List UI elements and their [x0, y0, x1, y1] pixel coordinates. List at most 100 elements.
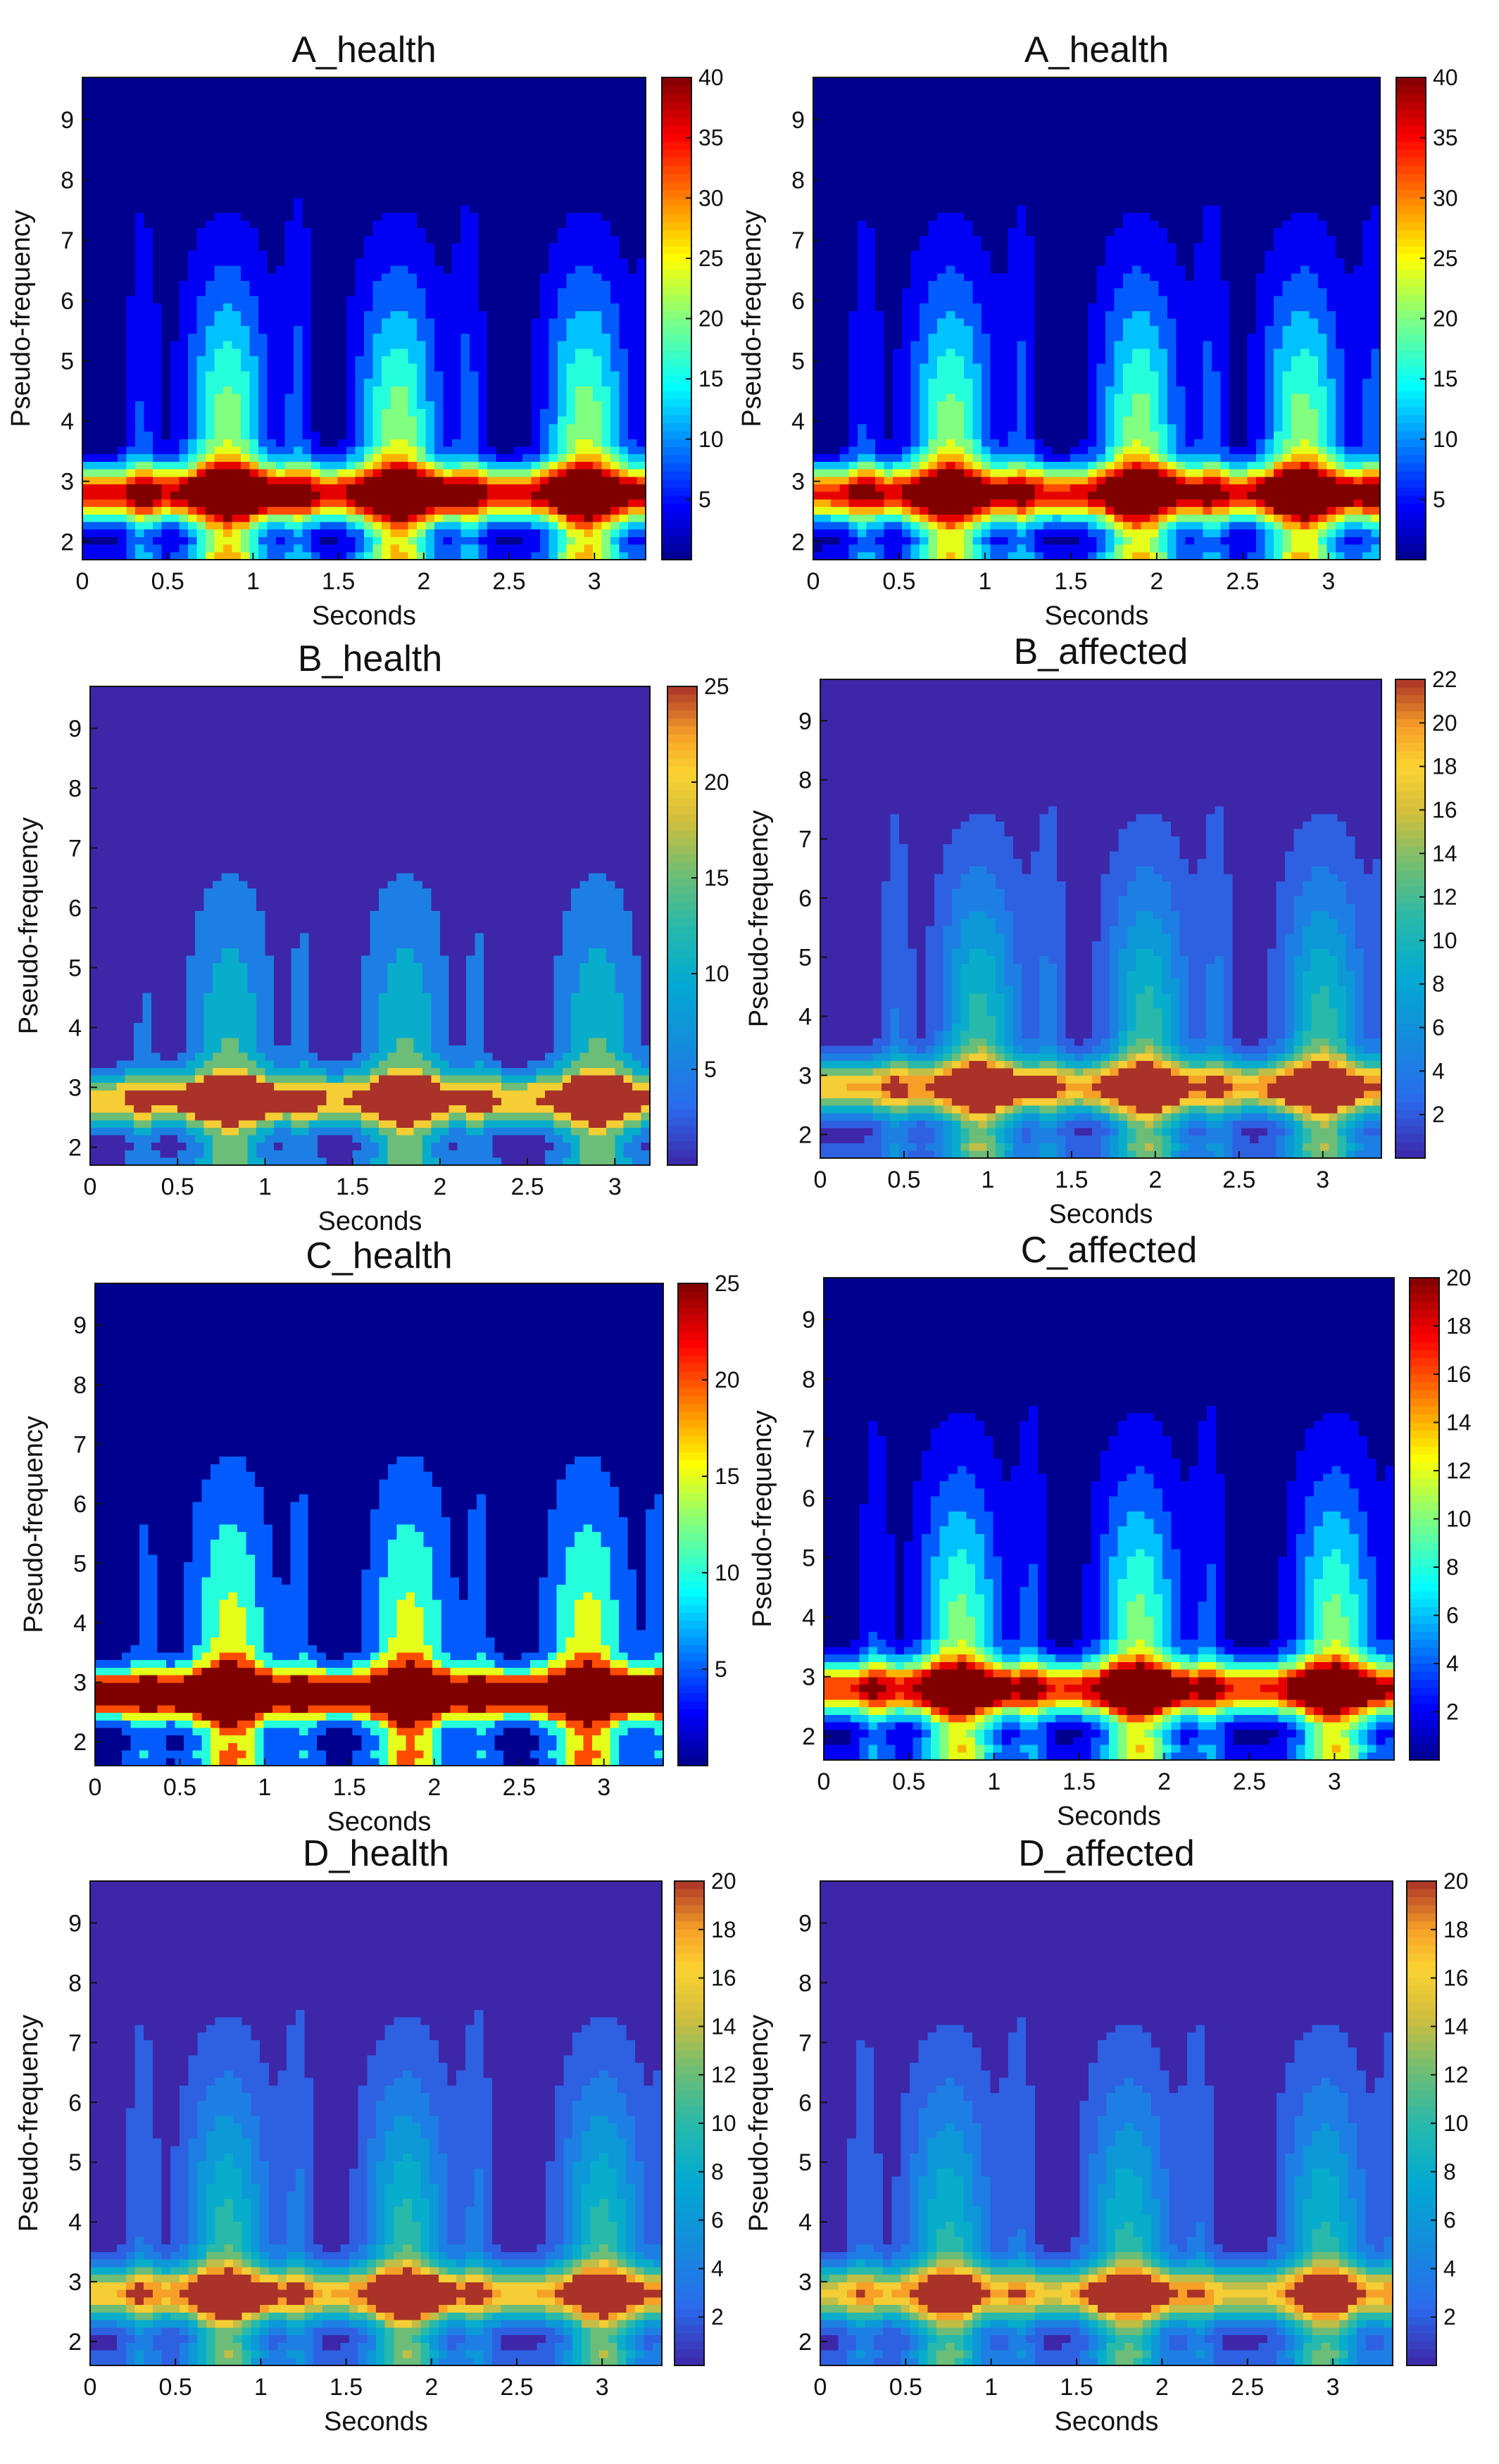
heatmap-cell: [382, 544, 391, 553]
heatmap-cell: [196, 115, 206, 123]
heatmap-cell: [558, 145, 567, 153]
heatmap-cell: [100, 220, 110, 229]
heatmap-cell: [223, 371, 233, 379]
heatmap-cell: [513, 326, 523, 334]
heatmap-cell: [135, 251, 145, 259]
heatmap-cell: [470, 213, 479, 221]
heatmap-cell: [206, 439, 215, 448]
heatmap-cell: [258, 235, 268, 244]
heatmap-cell: [566, 432, 576, 440]
heatmap-cell: [848, 416, 858, 425]
heatmap-cell: [126, 296, 136, 304]
heatmap-cell: [267, 182, 277, 191]
heatmap-cell: [548, 356, 558, 365]
heatmap-cell: [875, 424, 885, 432]
heatmap-cell: [558, 507, 567, 515]
heatmap-cell: [619, 432, 629, 440]
heatmap-cell: [258, 522, 268, 530]
heatmap-cell: [839, 529, 849, 538]
heatmap-cell: [610, 190, 620, 199]
heatmap-cell: [284, 175, 294, 184]
heatmap-cell: [399, 446, 409, 455]
heatmap-cell: [884, 243, 893, 251]
heatmap-cell: [540, 228, 550, 237]
heatmap-cell: [566, 326, 576, 334]
heatmap-cell: [452, 84, 462, 93]
heatmap-cell: [866, 394, 876, 402]
heatmap-cell: [558, 310, 567, 320]
heatmap-cell: [399, 408, 409, 417]
heatmap-cell: [188, 507, 198, 515]
heatmap-cell: [258, 296, 268, 304]
heatmap-cell: [108, 213, 118, 221]
heatmap-cell: [188, 303, 198, 312]
heatmap-cell: [284, 379, 294, 387]
heatmap-cell: [196, 198, 206, 206]
heatmap-cell: [188, 153, 198, 161]
heatmap-cell: [478, 356, 488, 365]
heatmap-cell: [206, 379, 215, 387]
heatmap-cell: [822, 235, 832, 244]
heatmap-cell: [118, 408, 127, 417]
heatmap-cell: [443, 122, 453, 131]
heatmap-cell: [822, 251, 832, 259]
heatmap-cell: [399, 77, 409, 86]
heatmap-cell: [839, 326, 849, 334]
heatmap-cell: [294, 394, 303, 402]
heatmap-cell: [531, 341, 541, 349]
heatmap-cell: [267, 296, 277, 304]
heatmap-cell: [241, 326, 251, 334]
heatmap-cell: [284, 477, 294, 485]
colorbar-swatch: [662, 487, 691, 496]
heatmap-cell: [249, 84, 259, 93]
heatmap-cell: [329, 310, 339, 320]
heatmap-cell: [108, 341, 118, 349]
heatmap-cell: [144, 491, 153, 500]
heatmap-cell: [628, 273, 638, 282]
heatmap-cell: [329, 92, 339, 101]
heatmap-cell: [267, 529, 277, 538]
heatmap-cell: [505, 228, 515, 237]
heatmap-cell: [232, 205, 242, 214]
heatmap-cell: [214, 454, 224, 463]
heatmap-cell: [470, 288, 479, 296]
heatmap-cell: [196, 107, 206, 116]
heatmap-cell: [302, 514, 312, 523]
heatmap-cell: [153, 265, 163, 274]
heatmap-cell: [425, 507, 435, 515]
heatmap-cell: [522, 160, 532, 169]
heatmap-cell: [575, 469, 585, 477]
heatmap-cell: [584, 469, 594, 477]
heatmap-cell: [179, 243, 189, 251]
heatmap-cell: [893, 386, 903, 395]
heatmap-cell: [884, 333, 893, 342]
heatmap-cell: [249, 145, 259, 153]
heatmap-cell: [91, 333, 101, 342]
heatmap-cell: [399, 122, 409, 131]
heatmap-cell: [831, 477, 841, 485]
heatmap-cell: [276, 536, 286, 546]
heatmap-cell: [584, 153, 594, 161]
heatmap-cell: [831, 469, 841, 477]
heatmap-cell: [601, 507, 611, 515]
heatmap-cell: [179, 416, 189, 425]
heatmap-cell: [161, 408, 171, 417]
heatmap-cell: [337, 401, 347, 410]
heatmap-cell: [91, 424, 101, 432]
heatmap-cell: [188, 536, 198, 546]
heatmap-cell: [144, 529, 153, 538]
heatmap-cell: [831, 280, 841, 289]
heatmap-cell: [258, 153, 268, 161]
heatmap-cell: [144, 265, 153, 274]
heatmap-cell: [161, 92, 171, 101]
heatmap-cell: [355, 401, 365, 410]
heatmap-cell: [100, 137, 110, 146]
heatmap-cell: [875, 280, 885, 289]
heatmap-cell: [118, 115, 127, 123]
heatmap-cell: [337, 115, 347, 123]
heatmap-cell: [601, 394, 611, 402]
heatmap-cell: [540, 341, 550, 349]
heatmap-cell: [470, 296, 479, 304]
heatmap-cell: [901, 363, 911, 372]
heatmap-cell: [866, 552, 876, 560]
